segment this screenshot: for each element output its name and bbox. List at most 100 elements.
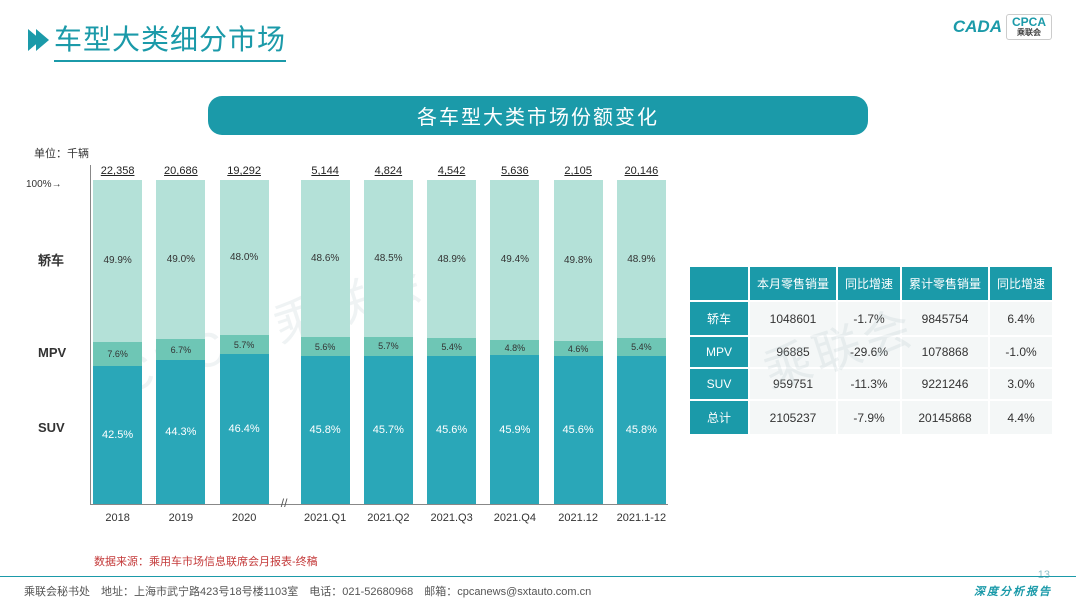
bar-segment-suv: 44.3% bbox=[156, 360, 205, 504]
table-cell: 6.4% bbox=[990, 302, 1052, 335]
data-table-zone: 本月零售销量同比增速累计零售销量同比增速轿车1048601-1.7%984575… bbox=[688, 265, 1054, 436]
bar-segment-jiaoche: 49.0% bbox=[156, 180, 205, 339]
logo-block: CADA CPCA 乘联会 bbox=[953, 14, 1052, 40]
bar-group: 22,35849.9%7.6%42.5%2018 bbox=[91, 165, 144, 504]
table-cell: -1.0% bbox=[990, 337, 1052, 367]
bar-stack: 48.9%5.4%45.8% bbox=[617, 180, 666, 504]
table-header: 本月零售销量 bbox=[750, 267, 836, 300]
bar-group: 19,29248.0%5.7%46.4%2020 bbox=[218, 165, 271, 504]
bar-group: 4,54248.9%5.4%45.6%2021.Q3 bbox=[425, 165, 478, 504]
bar-segment-jiaoche: 48.0% bbox=[220, 180, 269, 335]
bar-total-label: 20,146 bbox=[625, 165, 659, 177]
bar-segment-mpv: 5.6% bbox=[301, 337, 350, 355]
bar-x-label: 2021.Q3 bbox=[425, 512, 478, 524]
category-label: MPV bbox=[38, 345, 66, 360]
bar-total-label: 4,824 bbox=[375, 165, 403, 177]
bar-group: 2,10549.8%4.6%45.6%2021.12 bbox=[552, 165, 605, 504]
table-cell: 1078868 bbox=[902, 337, 988, 367]
bar-group: 5,63649.4%4.8%45.9%2021.Q4 bbox=[488, 165, 541, 504]
axis-break-icon: // bbox=[281, 496, 289, 510]
bar-x-label: 2018 bbox=[91, 512, 144, 524]
table-header bbox=[690, 267, 748, 300]
bar-segment-mpv: 5.4% bbox=[617, 338, 666, 355]
bar-segment-jiaoche: 48.6% bbox=[301, 180, 350, 337]
bar-stack: 49.9%7.6%42.5% bbox=[93, 180, 142, 504]
table-header: 同比增速 bbox=[838, 267, 900, 300]
bar-stack: 48.5%5.7%45.7% bbox=[364, 180, 413, 504]
bar-segment-suv: 45.6% bbox=[554, 356, 603, 504]
logo-sub-text: 乘联会 bbox=[1012, 29, 1046, 38]
bar-total-label: 5,144 bbox=[311, 165, 339, 177]
table-row-head: SUV bbox=[690, 369, 748, 399]
bar-total-label: 4,542 bbox=[438, 165, 466, 177]
table-header: 累计零售销量 bbox=[902, 267, 988, 300]
bar-group: 20,14648.9%5.4%45.8%2021.1-12 bbox=[615, 165, 668, 504]
bar-segment-jiaoche: 49.4% bbox=[490, 180, 539, 340]
bar-segment-mpv: 5.7% bbox=[220, 335, 269, 353]
table-cell: 9221246 bbox=[902, 369, 988, 399]
bar-segment-mpv: 5.7% bbox=[364, 337, 413, 355]
bar-total-label: 2,105 bbox=[564, 165, 592, 177]
bar-segment-suv: 45.9% bbox=[490, 355, 539, 504]
table-cell: -1.7% bbox=[838, 302, 900, 335]
table-cell: 96885 bbox=[750, 337, 836, 367]
bar-group: 4,82448.5%5.7%45.7%2021.Q2 bbox=[362, 165, 415, 504]
footer-right: 深度分析报告 bbox=[974, 583, 1052, 599]
table-row-head: MPV bbox=[690, 337, 748, 367]
table-row-head: 总计 bbox=[690, 401, 748, 434]
bar-x-label: 2020 bbox=[218, 512, 271, 524]
bar-stack: 48.6%5.6%45.8% bbox=[301, 180, 350, 504]
bar-segment-mpv: 4.8% bbox=[490, 340, 539, 356]
page-title: 车型大类细分市场 bbox=[54, 18, 286, 62]
footer-left: 乘联会秘书处 地址：上海市武宁路423号18号楼1103室 电话：021-526… bbox=[24, 583, 591, 599]
table-cell: 20145868 bbox=[902, 401, 988, 434]
table-cell: 2105237 bbox=[750, 401, 836, 434]
table-cell: 9845754 bbox=[902, 302, 988, 335]
bar-segment-suv: 42.5% bbox=[93, 366, 142, 504]
bar-segment-jiaoche: 49.8% bbox=[554, 180, 603, 341]
table-row-head: 轿车 bbox=[690, 302, 748, 335]
bar-segment-suv: 46.4% bbox=[220, 354, 269, 504]
bar-stack: 49.4%4.8%45.9% bbox=[490, 180, 539, 504]
bar-total-label: 20,686 bbox=[164, 165, 198, 177]
table-header: 同比增速 bbox=[990, 267, 1052, 300]
logo-cada-icon: CADA bbox=[953, 17, 1002, 37]
bar-segment-suv: 45.7% bbox=[364, 356, 413, 504]
bar-stack: 48.0%5.7%46.4% bbox=[220, 180, 269, 504]
data-table: 本月零售销量同比增速累计零售销量同比增速轿车1048601-1.7%984575… bbox=[688, 265, 1054, 436]
page-header: 车型大类细分市场 bbox=[0, 0, 1076, 68]
bar-group: 5,14448.6%5.6%45.8%2021.Q1 bbox=[299, 165, 352, 504]
page-footer: 乘联会秘书处 地址：上海市武宁路423号18号楼1103室 电话：021-526… bbox=[0, 576, 1076, 599]
bar-segment-jiaoche: 48.9% bbox=[427, 180, 476, 338]
table-cell: 3.0% bbox=[990, 369, 1052, 399]
bar-segment-jiaoche: 49.9% bbox=[93, 180, 142, 342]
bar-total-label: 22,358 bbox=[101, 165, 135, 177]
table-cell: 4.4% bbox=[990, 401, 1052, 434]
bar-x-label: 2021.Q1 bbox=[299, 512, 352, 524]
chevrons-icon bbox=[28, 29, 44, 51]
subtitle-bar: 各车型大类市场份额变化 bbox=[208, 96, 868, 135]
bar-segment-suv: 45.8% bbox=[617, 356, 666, 504]
bar-segment-jiaoche: 48.9% bbox=[617, 180, 666, 338]
bar-stack: 48.9%5.4%45.6% bbox=[427, 180, 476, 504]
table-cell: 1048601 bbox=[750, 302, 836, 335]
bar-x-label: 2021.1-12 bbox=[615, 512, 668, 524]
category-label: 轿车 bbox=[38, 250, 64, 269]
bar-segment-mpv: 5.4% bbox=[427, 338, 476, 355]
bar-x-label: 2021.Q4 bbox=[488, 512, 541, 524]
bar-segment-jiaoche: 48.5% bbox=[364, 180, 413, 337]
table-cell: -29.6% bbox=[838, 337, 900, 367]
bar-x-label: 2019 bbox=[154, 512, 207, 524]
table-cell: -11.3% bbox=[838, 369, 900, 399]
category-label: SUV bbox=[38, 420, 65, 435]
bar-stack: 49.8%4.6%45.6% bbox=[554, 180, 603, 504]
bar-total-label: 5,636 bbox=[501, 165, 529, 177]
data-source: 数据来源：乘用车市场信息联席会月报表-终稿 bbox=[94, 553, 1076, 569]
bar-total-label: 19,292 bbox=[227, 165, 261, 177]
table-cell: -7.9% bbox=[838, 401, 900, 434]
bar-segment-suv: 45.6% bbox=[427, 356, 476, 504]
stacked-bar-chart: 100% 轿车MPVSUV 22,35849.9%7.6%42.5%201820… bbox=[28, 165, 668, 535]
bar-segment-mpv: 7.6% bbox=[93, 342, 142, 367]
bar-segment-mpv: 6.7% bbox=[156, 339, 205, 361]
logo-cpca: CPCA 乘联会 bbox=[1006, 14, 1052, 40]
